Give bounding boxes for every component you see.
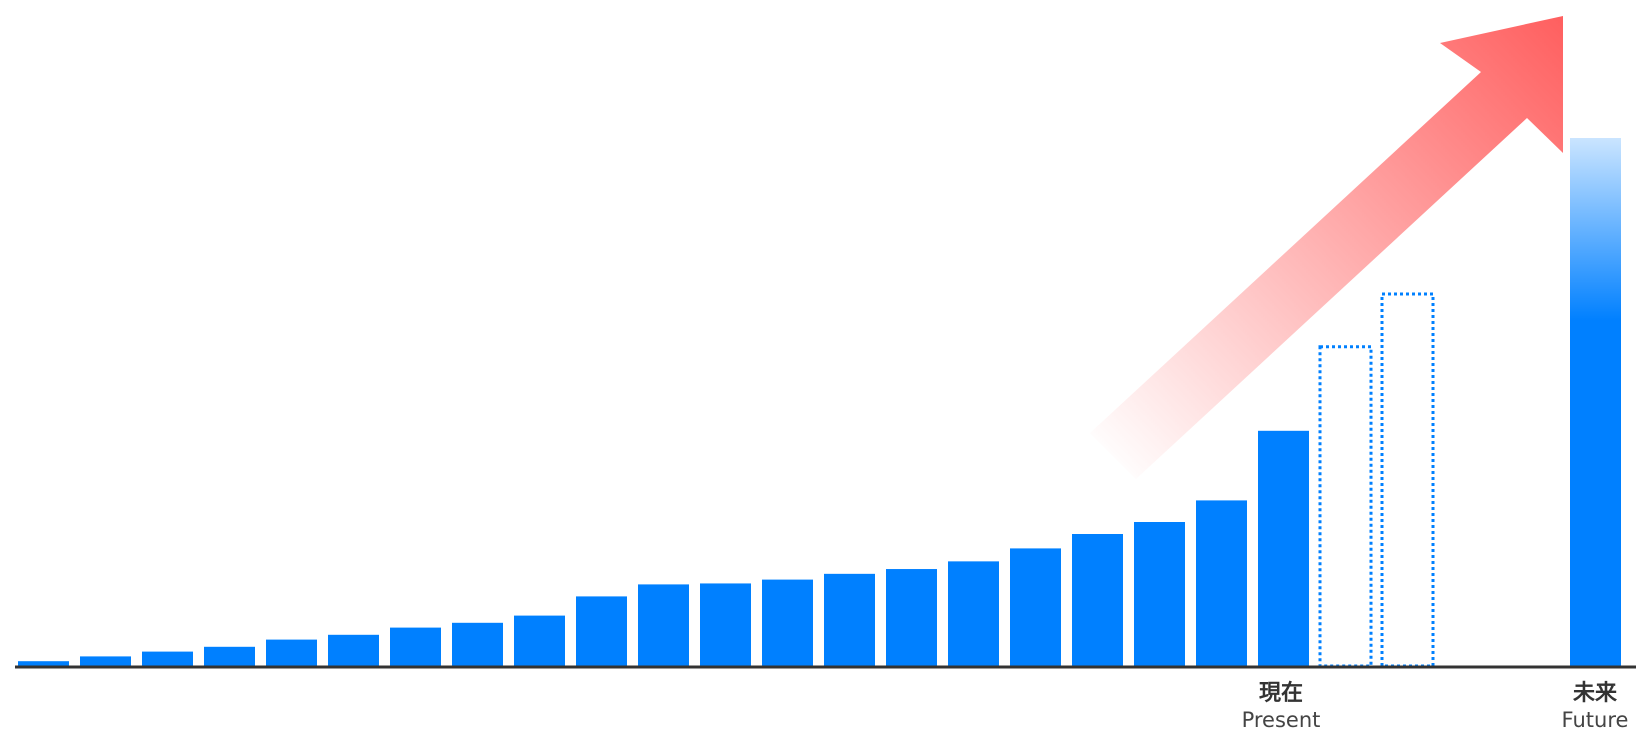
bar <box>204 646 255 666</box>
bar <box>514 615 565 666</box>
bar <box>1196 500 1247 666</box>
bar <box>762 579 813 666</box>
present-label-en: Present <box>1242 708 1321 732</box>
bar <box>18 661 69 666</box>
present-label-jp: 現在 <box>1259 680 1303 706</box>
bar <box>1010 548 1061 666</box>
bar <box>824 573 875 666</box>
bar <box>452 622 503 666</box>
bar <box>142 651 193 666</box>
future-bar-layer <box>1570 138 1621 666</box>
bar <box>1072 534 1123 666</box>
projected-bars-layer <box>1318 292 1435 668</box>
bar <box>1134 522 1185 666</box>
projected-bar <box>1318 345 1373 668</box>
future-bar <box>1570 138 1621 666</box>
bar <box>638 584 689 666</box>
future-label-jp: 未来 <box>1573 681 1618 706</box>
bar <box>266 639 317 666</box>
bars-layer <box>18 430 1309 666</box>
projected-bar <box>1380 292 1435 668</box>
bar <box>1258 430 1309 666</box>
bar <box>700 583 751 666</box>
bar <box>390 627 441 666</box>
bar <box>948 561 999 666</box>
bar <box>576 596 627 666</box>
bar <box>886 569 937 666</box>
future-label-en: Future <box>1562 708 1629 732</box>
bar <box>80 656 131 666</box>
bar <box>328 634 379 666</box>
trend-arrow <box>1090 16 1563 479</box>
